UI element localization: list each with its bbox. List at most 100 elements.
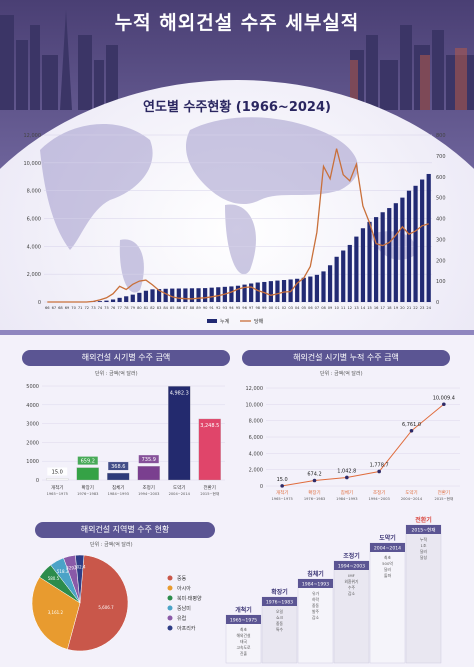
x-tick-label: 19 <box>394 306 399 310</box>
region-chart-title: 해외건설 지역별 수주 현황 <box>35 522 215 538</box>
timeline-description: 해외건설 <box>237 633 251 638</box>
bar-value-label: 4,982.3 <box>170 390 189 396</box>
bar-cumulative <box>117 297 122 302</box>
y-tick-label: 12,000 <box>246 386 264 392</box>
x-category-label: 전환기 <box>438 489 450 496</box>
y-tick-label: 6,000 <box>249 435 263 441</box>
point-value-label: 674.2 <box>307 471 321 477</box>
bar-cumulative <box>400 197 405 302</box>
pie-value-label: 518.3 <box>57 569 69 574</box>
line-point <box>345 475 349 480</box>
x-tick-label: 17 <box>380 306 385 310</box>
bar-cumulative <box>387 208 392 302</box>
bar-cumulative <box>104 300 109 302</box>
timeline-description: 중동 <box>312 603 319 608</box>
timeline-description: 1조 <box>421 543 427 548</box>
timeline-step-block <box>333 560 370 664</box>
bar-cumulative <box>196 288 201 302</box>
page-title: 누적 해외건설 수주 세부실적 <box>114 12 360 34</box>
x-category-label: 전환기 <box>204 484 216 491</box>
legend-swatch-cumulative <box>207 319 217 323</box>
timeline-step-name: 확장기 <box>271 588 288 596</box>
timeline-description: 발주 <box>312 609 319 614</box>
x-tick-label: 04 <box>295 306 300 310</box>
pie-value-label: 5,606.7 <box>98 605 114 610</box>
y-tick-label: 4000 <box>26 403 39 409</box>
legend-label: 유럽 <box>177 615 186 622</box>
x-tick-label: 88 <box>190 306 195 310</box>
x-category-label: 개척기 <box>51 484 63 491</box>
x-tick-label: 91 <box>209 306 214 310</box>
legend-label: 아프리카 <box>177 625 196 632</box>
point-value-label: 6,761.0 <box>402 422 421 428</box>
y-right-tick-label: 300 <box>436 237 446 243</box>
bar-cumulative <box>97 301 103 302</box>
legend-swatch <box>167 615 173 621</box>
x-tick-label: 02 <box>282 306 287 310</box>
bar-cumulative <box>156 289 162 302</box>
x-tick-label: 84 <box>163 306 168 310</box>
line-annual <box>47 148 429 303</box>
bar-cumulative <box>203 288 208 302</box>
x-period-label: 2004~2014 <box>401 497 423 501</box>
y-tick-label: 8,000 <box>249 419 263 425</box>
y-tick-label: 0 <box>260 484 263 490</box>
x-tick-label: 11 <box>341 306 346 310</box>
x-tick-label: 68 <box>58 306 63 310</box>
x-tick-label: 85 <box>170 306 175 310</box>
bar-cumulative <box>124 296 129 302</box>
line-point <box>409 428 414 433</box>
timeline-description: 수주 <box>348 585 355 590</box>
timeline-period-bar <box>298 579 333 588</box>
legend-swatch <box>167 575 173 581</box>
y-right-tick-label: 100 <box>436 279 446 285</box>
bar-cumulative <box>255 282 260 302</box>
bar-cumulative <box>341 250 346 302</box>
bar-cumulative <box>334 256 339 302</box>
cumulative-chart: 12,000 10,000 8,000 6,000 4,000 2,000 0 15.0 개척기… <box>246 386 460 501</box>
legend-label: 중동 <box>177 576 187 582</box>
x-tick-label: 93 <box>223 306 228 310</box>
bar-value-label: 368.6 <box>111 464 125 470</box>
bar-cumulative <box>406 190 412 302</box>
bar-period <box>107 472 130 481</box>
bar-cumulative <box>420 179 425 302</box>
header-background <box>0 0 474 330</box>
x-tick-label: 01 <box>275 306 280 310</box>
x-tick-label: 70 <box>71 306 76 310</box>
bar-cumulative <box>301 277 306 302</box>
x-tick-label: 81 <box>144 306 149 310</box>
legend-swatch <box>167 595 173 601</box>
timeline-period-bar <box>406 525 441 534</box>
timeline-period-bar <box>262 597 297 606</box>
bar-cumulative <box>150 289 155 302</box>
x-category-label: 침체기 <box>341 489 353 496</box>
bar-cumulative <box>275 280 280 302</box>
timeline-period: 1984~1993 <box>302 581 329 587</box>
timeline-description: 달성 <box>420 555 427 560</box>
timeline-description: 누적 <box>420 537 427 542</box>
x-tick-label: 98 <box>255 306 260 310</box>
pie-value-label: 429.8 <box>66 565 78 570</box>
timeline-period: 2004~2014 <box>374 545 401 551</box>
x-tick-label: 06 <box>308 306 313 310</box>
timeline-period: 1994~2003 <box>338 563 365 569</box>
timeline-step-name: 개척기 <box>235 606 252 614</box>
x-category-label: 조정기 <box>373 489 385 496</box>
x-tick-label: 00 <box>269 306 274 310</box>
bar-cumulative <box>189 288 195 302</box>
bar-cumulative <box>242 284 247 302</box>
timeline-description: 달러 <box>384 567 391 572</box>
x-tick-label: 94 <box>229 306 234 310</box>
timeline-description: 태국 <box>240 639 247 644</box>
bar-cumulative <box>176 288 181 302</box>
x-tick-label: 92 <box>216 306 221 310</box>
x-tick-label: 13 <box>354 306 359 310</box>
bar-value-label: 3,248.5 <box>200 423 219 429</box>
x-tick-label: 24 <box>426 306 431 310</box>
timeline-description: IMF <box>348 573 355 578</box>
legend-label-cumulative: 누계 <box>220 318 230 325</box>
y-left-tick-label: 8,000 <box>27 189 41 195</box>
